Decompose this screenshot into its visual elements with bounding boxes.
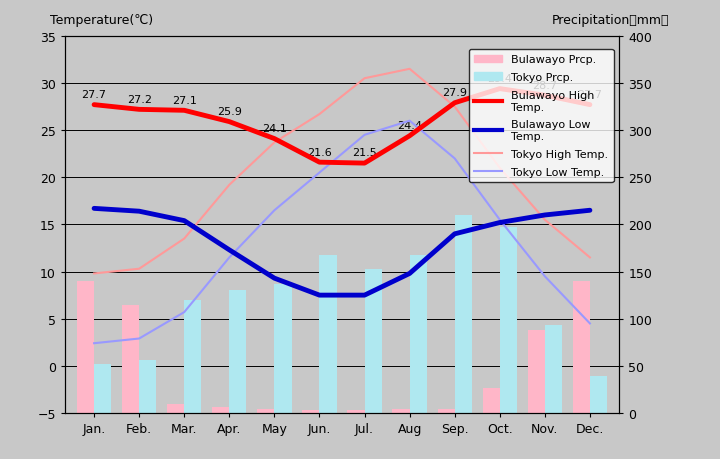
Text: 27.9: 27.9 <box>442 88 467 98</box>
Bar <box>528 330 545 413</box>
Bar <box>545 325 562 413</box>
Bar <box>274 284 292 413</box>
Bar <box>438 409 455 413</box>
Text: 27.7: 27.7 <box>81 90 107 100</box>
Bar <box>392 409 410 413</box>
Bar <box>139 360 156 413</box>
Text: 21.5: 21.5 <box>352 148 377 158</box>
Bar <box>302 410 320 413</box>
Bar <box>257 409 274 413</box>
Text: 29.4: 29.4 <box>487 74 512 84</box>
Bar <box>320 255 336 413</box>
Bar <box>573 281 590 413</box>
Legend: Bulawayo Prcp., Tokyo Prcp., Bulawayo High
Temp., Bulawayo Low
Temp., Tokyo High: Bulawayo Prcp., Tokyo Prcp., Bulawayo Hi… <box>469 50 613 183</box>
Text: Precipitation（mm）: Precipitation（mm） <box>552 14 670 27</box>
Bar <box>167 404 184 413</box>
Text: 27.1: 27.1 <box>172 95 197 106</box>
Text: 27.7: 27.7 <box>577 90 603 100</box>
Text: 28.7: 28.7 <box>532 80 557 90</box>
Bar <box>212 408 229 413</box>
Bar <box>94 364 111 413</box>
Bar <box>500 228 517 413</box>
Bar <box>184 300 202 413</box>
Text: 24.1: 24.1 <box>262 123 287 134</box>
Text: 21.6: 21.6 <box>307 147 332 157</box>
Bar <box>455 215 472 413</box>
Bar <box>229 291 246 413</box>
Text: 27.2: 27.2 <box>127 95 152 105</box>
Bar <box>122 306 139 413</box>
Text: 25.9: 25.9 <box>217 107 242 117</box>
Bar <box>348 410 364 413</box>
Text: Temperature(℃): Temperature(℃) <box>50 14 153 27</box>
Text: 24.4: 24.4 <box>397 121 422 131</box>
Bar <box>364 269 382 413</box>
Bar <box>410 255 427 413</box>
Bar <box>482 389 500 413</box>
Bar <box>77 281 94 413</box>
Bar <box>590 376 607 413</box>
